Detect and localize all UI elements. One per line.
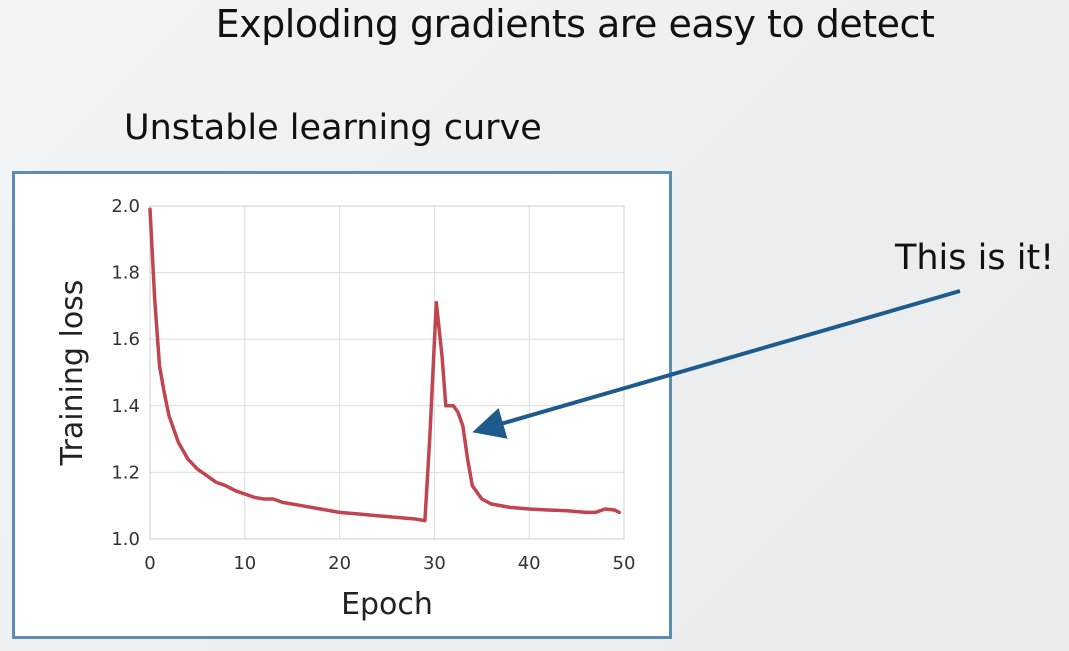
x-tick-label: 0 [144,553,155,574]
plot-area-border [149,205,625,540]
x-tick-label: 10 [233,553,256,574]
y-tick-label: 2.0 [111,196,140,217]
learning-curve-chart: 1.0 1.2 1.4 1.6 1.8 2.0 0 10 20 30 40 50 Training … [55,196,635,622]
y-tick-label: 1.6 [111,329,140,350]
callout-text: This is it! [895,238,1055,278]
chart-subtitle: Unstable learning curve [124,108,542,148]
arrow-line [472,289,961,439]
training-loss-line [148,207,622,523]
y-tick-label: 1.2 [111,462,140,483]
y-tick-label: 1.4 [111,396,140,417]
y-tick-label: 1.0 [111,529,140,550]
y-tick-label: 1.8 [111,263,140,284]
y-axis-label: Training loss [55,280,90,467]
x-tick-label: 30 [423,553,446,574]
x-tick-label: 50 [613,553,636,574]
x-tick-label: 20 [328,553,351,574]
y-tick-labels: 1.0 1.2 1.4 1.6 1.8 2.0 [111,196,140,550]
x-tick-labels: 0 10 20 30 40 50 [144,553,635,574]
x-axis-label: Epoch [341,587,433,622]
slide-title: Exploding gradients are easy to detect [215,2,935,46]
x-tick-label: 40 [518,553,541,574]
